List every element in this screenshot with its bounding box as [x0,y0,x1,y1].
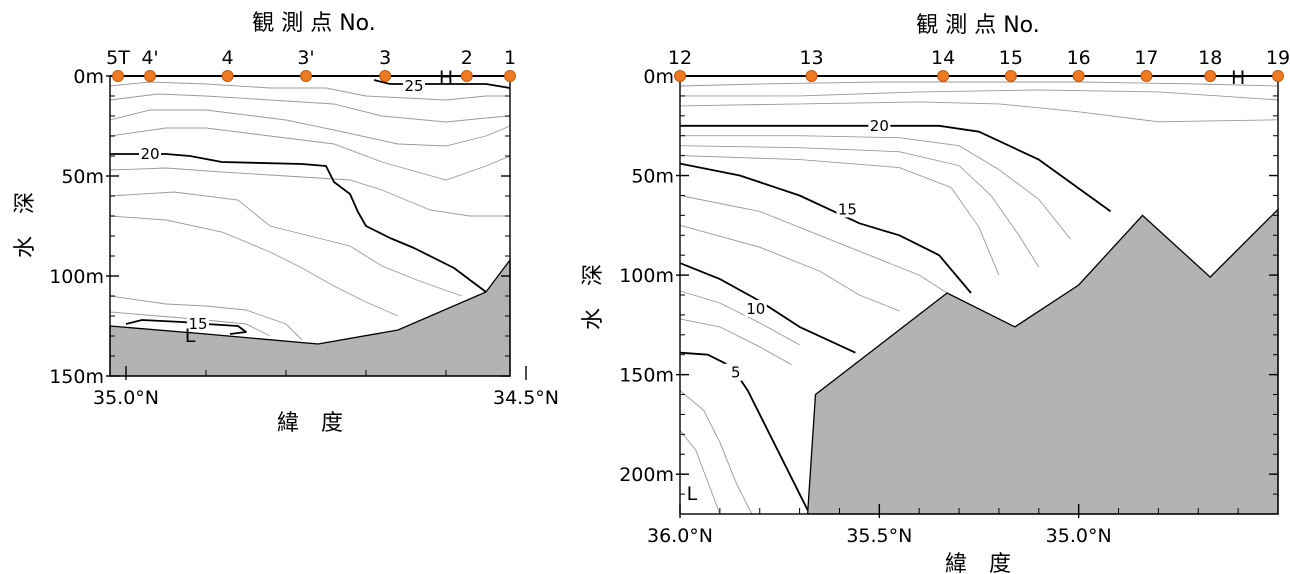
right-y-axis-title: 水 深 [581,264,606,330]
thin-isotherm-line [109,109,511,147]
station-label: 16 [1067,47,1091,69]
right-x-axis-title: 緯 度 [945,552,1011,574]
left-section-panel: 観 測 点 No. 緯 度 水 深 2520150m50m100m150m35.… [13,11,559,436]
station-marker [937,70,950,82]
y-tick-label: 50m [61,166,104,188]
isotherm-label-background [868,116,891,134]
station-marker [144,70,156,82]
station-label: 15 [999,47,1023,69]
low-temperature-marker: L [687,483,698,505]
thin-isotherm-line [680,89,1279,101]
isotherm-15-line [679,162,972,294]
station-label: 18 [1198,47,1222,69]
station-marker [221,70,234,82]
thin-isotherm-line [679,145,1040,268]
station-label: 12 [668,47,692,69]
y-tick-label: 0m [73,66,104,88]
station-marker [300,70,312,82]
isotherm-25-label: 25 [404,77,423,95]
y-tick-label: 200m [619,464,674,486]
left-y-axis-title: 水 深 [13,192,38,258]
station-marker [1072,70,1085,82]
high-temperature-marker: H [1231,67,1245,89]
thin-isotherm-line [679,290,800,346]
thin-isotherm-line [679,390,753,515]
right-section-panel: 観 測 点 No. 緯 度 水 深 20151050m50m100m150m20… [581,13,1290,574]
thin-isotherm-line [679,430,721,515]
station-label: 3 [379,47,391,69]
isotherm-20-label: 20 [870,117,889,135]
left-x-axis-title: 緯 度 [277,411,343,436]
isotherm-15-label: 15 [838,200,857,218]
thin-isotherm-line [679,155,1000,276]
x-tick-label: 35.0°N [93,387,159,409]
station-label: 3' [297,47,314,69]
y-tick-label: 0m [643,66,674,88]
station-label: 14 [931,47,955,69]
y-tick-label: 100m [49,266,104,288]
isotherm-label-background [139,145,161,162]
y-tick-label: 150m [619,365,674,387]
station-marker [1272,70,1284,82]
station-label: 13 [799,47,823,69]
station-label: 1 [504,47,516,69]
x-tick-label: 35.5°N [846,525,912,547]
station-label: 5T [106,47,130,69]
isotherm-15-label: 15 [188,315,207,333]
station-marker [379,70,392,82]
y-tick-label: 100m [619,265,674,287]
station-marker [1004,70,1017,82]
thin-isotherm-line [109,191,463,297]
seabed-area [109,258,511,377]
high-temperature-marker: H [439,67,453,89]
thin-isotherm-line [679,318,792,366]
isotherm-label-background [403,77,425,94]
isotherm-25-line [373,79,511,89]
station-label: 2 [461,47,473,69]
seabed-area [806,207,1279,515]
isotherm-label-background [744,299,767,317]
thin-isotherm-line [109,93,511,123]
station-label: 17 [1134,47,1158,69]
station-marker [1140,70,1153,82]
station-marker [674,70,686,82]
left-top-axis-title: 観 測 点 No. [252,11,376,36]
thin-isotherm-line [109,167,510,217]
thin-isotherm-line [680,135,1072,240]
isotherm-label-background [836,200,859,218]
station-marker [1204,70,1217,82]
isotherm-20-line [680,124,1112,213]
x-tick-label: 35.0°N [1046,525,1112,547]
station-marker [112,70,124,82]
station-marker [805,70,818,82]
thin-isotherm-line [109,295,303,341]
x-tick-label: 34.5°N [493,387,559,409]
station-marker [504,70,516,82]
isotherm-label-background [724,363,747,381]
isotherm-label-background [187,315,209,332]
right-top-axis-title: 観 測 点 No. [916,13,1040,38]
station-label: 19 [1266,47,1290,69]
y-tick-label: 150m [49,366,104,388]
isotherm-5-label: 5 [731,364,741,382]
thin-isotherm-line [679,81,1279,87]
x-tick-label: 36.0°N [647,525,713,547]
thin-isotherm-line [679,101,1279,123]
isotherm-20-line [110,153,487,293]
station-label: 4' [141,47,158,69]
y-tick-label: 50m [631,166,674,188]
thin-isotherm-line [679,195,948,294]
low-temperature-marker: L [185,325,196,347]
station-label: 4 [222,47,234,69]
thin-isotherm-line [679,224,900,312]
thin-isotherm-line [109,215,399,317]
thin-isotherm-line [109,127,511,181]
isotherm-10-label: 10 [746,300,765,318]
station-marker [460,70,473,82]
thin-isotherm-line [109,81,510,101]
isotherm-20-label: 20 [140,145,159,163]
